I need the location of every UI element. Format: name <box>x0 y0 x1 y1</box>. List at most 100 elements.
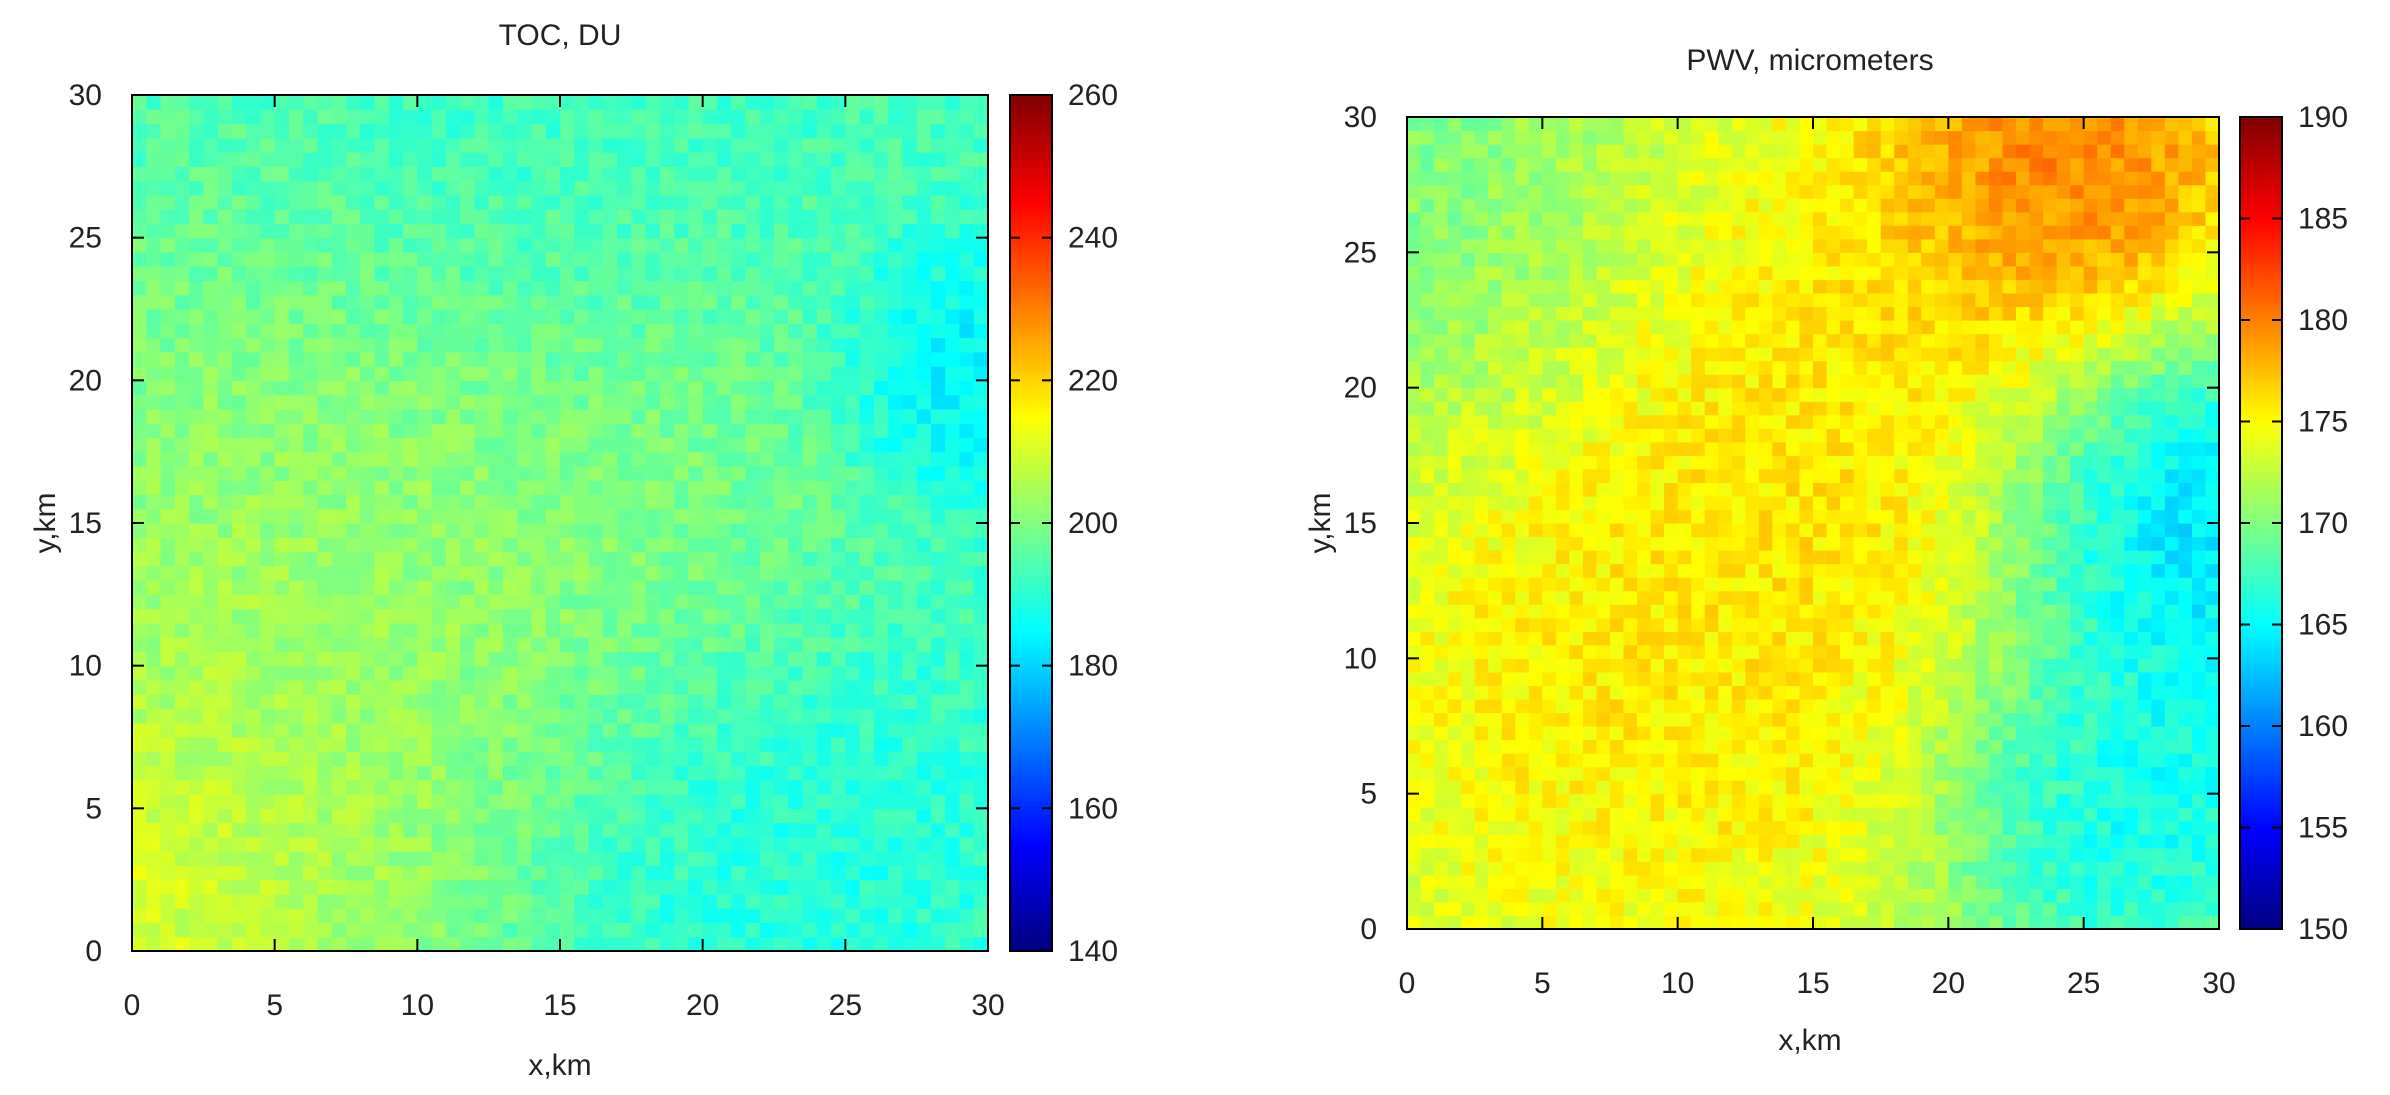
heatmap-cell <box>445 351 461 367</box>
colorbar-segment <box>1010 796 1052 802</box>
heatmap-cell <box>674 794 689 809</box>
heatmap-cell <box>545 180 561 196</box>
heatmap-cell <box>702 137 718 153</box>
heatmap-cell <box>331 537 347 553</box>
heatmap-cell <box>831 123 846 139</box>
heatmap-cell <box>873 137 889 153</box>
heatmap-cell <box>859 180 875 196</box>
heatmap-cell <box>417 651 433 667</box>
heatmap-cell <box>588 879 604 895</box>
heatmap-cell <box>916 494 932 510</box>
heatmap-cell <box>845 751 861 767</box>
heatmap-cell <box>417 451 433 467</box>
heatmap-cell <box>2016 901 2031 917</box>
heatmap-cell <box>945 423 961 438</box>
heatmap-cell <box>560 194 575 210</box>
heatmap-cell <box>560 152 575 167</box>
heatmap-cell <box>859 737 875 752</box>
heatmap-cell <box>374 137 390 153</box>
heatmap-cell <box>602 209 618 224</box>
heatmap-cell <box>146 408 162 424</box>
heatmap-cell <box>132 665 147 681</box>
heatmap-cell <box>902 423 918 438</box>
heatmap-cell <box>716 893 732 909</box>
heatmap-cell <box>688 551 704 567</box>
heatmap-cell <box>916 423 932 438</box>
heatmap-cell <box>274 123 290 139</box>
heatmap-cell <box>445 408 461 424</box>
heatmap-cell <box>488 822 504 838</box>
heatmap-cell <box>1664 915 1679 930</box>
heatmap-cell <box>745 251 761 267</box>
heatmap-cell <box>688 309 704 324</box>
heatmap-cell <box>288 523 304 538</box>
heatmap-cell <box>274 266 290 282</box>
heatmap-cell <box>174 665 190 681</box>
heatmap-cell <box>246 523 261 538</box>
heatmap-cell <box>1867 780 1882 795</box>
heatmap-cell <box>1961 834 1976 849</box>
heatmap-cell <box>873 337 889 353</box>
heatmap-cell <box>1569 915 1584 930</box>
heatmap-cell <box>1677 834 1692 849</box>
heatmap-cell <box>973 480 989 496</box>
heatmap-cell <box>631 851 647 866</box>
heatmap-cell <box>2124 698 2139 714</box>
heatmap-cell <box>1677 726 1692 741</box>
heatmap-cell <box>160 851 176 866</box>
heatmap-cell <box>1569 766 1584 781</box>
heatmap-cell <box>702 280 718 296</box>
heatmap-cell <box>645 266 661 282</box>
heatmap-cell <box>2043 753 2058 768</box>
heatmap-cell <box>388 851 404 866</box>
heatmap-cell <box>346 637 361 652</box>
heatmap-cell <box>1718 753 1733 768</box>
heatmap-cell <box>303 893 319 909</box>
heatmap-cell <box>945 580 961 595</box>
heatmap-cell <box>1691 780 1706 795</box>
heatmap-cell <box>274 608 290 624</box>
heatmap-cell <box>674 294 689 310</box>
heatmap-cell <box>574 922 590 938</box>
heatmap-cell <box>973 351 989 367</box>
heatmap-cell <box>274 109 290 125</box>
heatmap-cell <box>1948 685 1963 700</box>
heatmap-cell <box>231 637 247 652</box>
heatmap-cell <box>1867 793 1882 808</box>
heatmap-cell <box>132 394 147 410</box>
heatmap-cell <box>1975 888 1990 903</box>
heatmap-cell <box>1542 766 1557 781</box>
heatmap-cell <box>902 408 918 424</box>
heatmap-cell <box>531 209 547 224</box>
heatmap-cell <box>1975 901 1990 917</box>
heatmap-cell <box>774 408 789 424</box>
heatmap-cell <box>517 836 533 852</box>
heatmap-cell <box>1420 685 1435 700</box>
heatmap-cell <box>2070 766 2085 781</box>
heatmap-cell <box>346 394 361 410</box>
heatmap-cell <box>702 808 718 824</box>
heatmap-cell <box>260 137 276 153</box>
heatmap-cell <box>845 494 861 510</box>
heatmap-cell <box>174 865 190 881</box>
heatmap-cell <box>688 565 704 581</box>
colorbar-segment <box>1010 450 1052 456</box>
heatmap-cell <box>617 893 632 909</box>
heatmap-cell <box>417 694 433 710</box>
heatmap-cell <box>417 152 433 167</box>
heatmap-cell <box>1894 793 1909 808</box>
heatmap-cell <box>1582 888 1598 903</box>
heatmap-cell <box>1407 753 1422 768</box>
heatmap-cell <box>802 879 818 895</box>
heatmap-cell <box>203 437 219 453</box>
heatmap-cell <box>517 751 533 767</box>
heatmap-cell <box>1880 671 1895 686</box>
heatmap-cell <box>745 523 761 538</box>
heatmap-cell <box>659 551 675 567</box>
heatmap-cell <box>445 865 461 881</box>
heatmap-cell <box>702 523 718 538</box>
heatmap-cell <box>702 851 718 866</box>
heatmap-cell <box>788 194 804 210</box>
heatmap-cell <box>303 137 319 153</box>
heatmap-cell <box>873 123 889 139</box>
